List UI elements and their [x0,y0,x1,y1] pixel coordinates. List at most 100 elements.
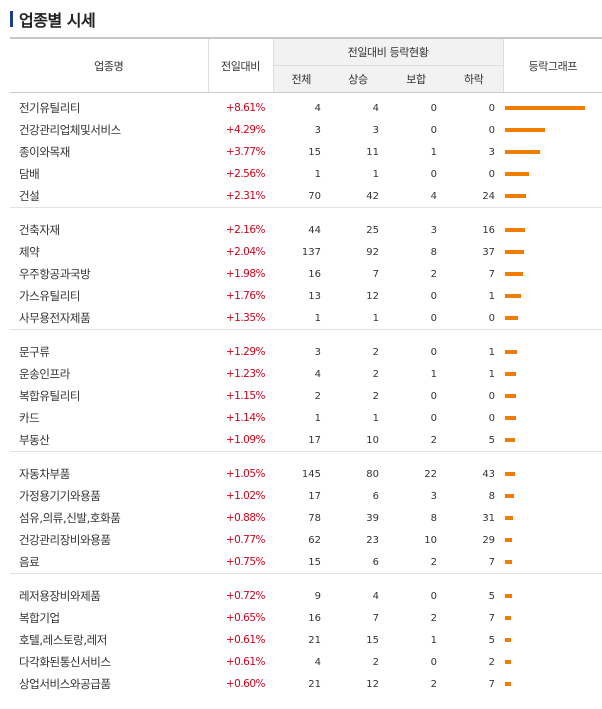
sector-name[interactable]: 상업서비스와공급품 [19,677,111,691]
count-down: 5 [445,573,504,607]
table-row[interactable]: 다각화된통신서비스 +0.61% 4 2 0 2 [10,651,602,673]
graph-cell [503,207,602,241]
table-row[interactable]: 우주항공과국방 +1.98% 16 7 2 7 [10,263,602,285]
count-up: 2 [372,368,379,380]
count-down: 43 [445,451,504,485]
sector-name[interactable]: 섬유,의류,신발,호화품 [19,511,121,525]
table-row[interactable]: 담배 +2.56% 1 1 0 0 [10,163,602,185]
page-title: 업종별 시세 [19,11,96,30]
count-total: 3 [314,124,321,136]
graph-cell [503,185,602,208]
change-bar [505,638,512,642]
count-total: 16 [308,612,321,624]
table-row[interactable]: 카드 +1.14% 1 1 0 0 [10,407,602,429]
table-row[interactable]: 문구류 +1.29% 3 2 0 1 [10,329,602,363]
change-bar [505,438,516,442]
count-total: 44 [273,207,329,241]
count-total: 3 [273,329,329,363]
sector-name[interactable]: 문구류 [10,329,208,363]
header-total: 전체 [273,65,329,93]
count-total: 17 [308,434,321,446]
table-row[interactable]: 레저용장비와제품 +0.72% 9 4 0 5 [10,573,602,607]
count-down: 2 [488,656,496,668]
table-row[interactable]: 복합유틸리티 +1.15% 2 2 0 0 [10,385,602,407]
sector-name[interactable]: 우주항공과국방 [19,267,91,281]
sector-name[interactable]: 자동차부품 [10,451,208,485]
table-row[interactable]: 건설 +2.31% 70 42 4 24 [10,185,602,208]
change-bar [505,350,518,354]
count-total: 62 [308,534,321,546]
sector-name[interactable]: 카드 [19,411,40,425]
table-row[interactable]: 건강관리업체및서비스 +4.29% 3 3 0 0 [10,119,602,141]
count-total: 1 [314,168,321,180]
sector-name[interactable]: 부동산 [19,433,50,447]
table-row[interactable]: 제약 +2.04% 137 92 8 37 [10,241,602,263]
table-row[interactable]: 상업서비스와공급품 +0.60% 21 12 2 7 [10,673,602,695]
sector-name[interactable]: 운송인프라 [19,367,70,381]
sector-name[interactable]: 가스유틸리티 [19,289,81,303]
count-hold: 0 [430,656,437,668]
table-row[interactable]: 가스유틸리티 +1.76% 13 12 0 1 [10,285,602,307]
header-name: 업종명 [10,37,209,93]
table-row[interactable]: 호텔,레스토랑,레저 +0.61% 21 15 1 5 [10,629,602,651]
sector-name[interactable]: 건설 [19,189,40,203]
sector-name[interactable]: 레저용장비와제품 [10,573,208,607]
header-group: 전일대비 등락현황 [273,37,504,66]
change-bar [505,660,512,664]
sector-name[interactable]: 복합유틸리티 [19,389,81,403]
table-row[interactable]: 부동산 +1.09% 17 10 2 5 [10,429,602,452]
table-row[interactable]: 사무용전자제품 +1.35% 1 1 0 0 [10,307,602,330]
table-row[interactable]: 음료 +0.75% 15 6 2 7 [10,551,602,574]
change-rate: +2.31% [225,190,266,202]
sector-name[interactable]: 호텔,레스토랑,레저 [19,633,107,647]
change-rate: +0.65% [225,612,266,624]
table-row[interactable]: 건강관리장비와용품 +0.77% 62 23 10 29 [10,529,602,551]
sector-name[interactable]: 복합기업 [19,611,60,625]
table-row[interactable]: 건축자재 +2.16% 44 25 3 16 [10,207,602,241]
count-down: 29 [482,534,496,546]
count-up: 4 [329,573,387,607]
count-up: 42 [366,190,379,202]
count-hold: 0 [387,573,445,607]
graph-cell [503,551,602,574]
count-down: 1 [488,290,496,302]
header-down: 하락 [445,65,504,93]
sector-name[interactable]: 전기유틸리티 [19,101,81,115]
count-up: 23 [366,534,379,546]
count-hold: 8 [430,512,437,524]
sector-name[interactable]: 가정용기기와용품 [19,489,101,503]
sector-name[interactable]: 건축자재 [10,207,208,241]
sector-name[interactable]: 건강관리장비와용품 [19,533,111,547]
change-rate: +0.72% [208,573,273,607]
count-hold: 0 [430,290,437,302]
graph-cell [503,573,602,607]
change-bar [505,194,527,198]
sector-table: 업종명 전일대비 전일대비 등락현황 등락그래프 전체 상승 보합 하락 전기유… [10,37,602,695]
count-hold: 8 [430,246,437,258]
count-down: 5 [488,634,496,646]
count-total: 4 [314,368,321,380]
count-up: 2 [372,656,379,668]
sector-name[interactable]: 사무용전자제품 [19,311,91,325]
graph-cell [503,407,602,429]
page-title-wrap: 업종별 시세 [10,8,96,30]
table-row[interactable]: 자동차부품 +1.05% 145 80 22 43 [10,451,602,485]
table-row[interactable]: 운송인프라 +1.23% 4 2 1 1 [10,363,602,385]
sector-name[interactable]: 음료 [19,555,40,569]
count-hold: 10 [424,534,437,546]
table-row[interactable]: 전기유틸리티 +8.61% 4 4 0 0 [10,93,602,120]
change-rate: +2.04% [225,246,266,258]
sector-name[interactable]: 종이와목재 [19,145,70,159]
table-row[interactable]: 가정용기기와용품 +1.02% 17 6 3 8 [10,485,602,507]
graph-cell [503,329,602,363]
table-row[interactable]: 종이와목재 +3.77% 15 11 1 3 [10,141,602,163]
count-up: 39 [366,512,379,524]
sector-name[interactable]: 담배 [19,167,40,181]
count-total: 15 [308,146,321,158]
sector-name[interactable]: 건강관리업체및서비스 [19,123,121,137]
count-total: 15 [308,556,321,568]
sector-name[interactable]: 제약 [19,245,40,259]
table-row[interactable]: 복합기업 +0.65% 16 7 2 7 [10,607,602,629]
table-row[interactable]: 섬유,의류,신발,호화품 +0.88% 78 39 8 31 [10,507,602,529]
sector-name[interactable]: 다각화된통신서비스 [19,655,111,669]
